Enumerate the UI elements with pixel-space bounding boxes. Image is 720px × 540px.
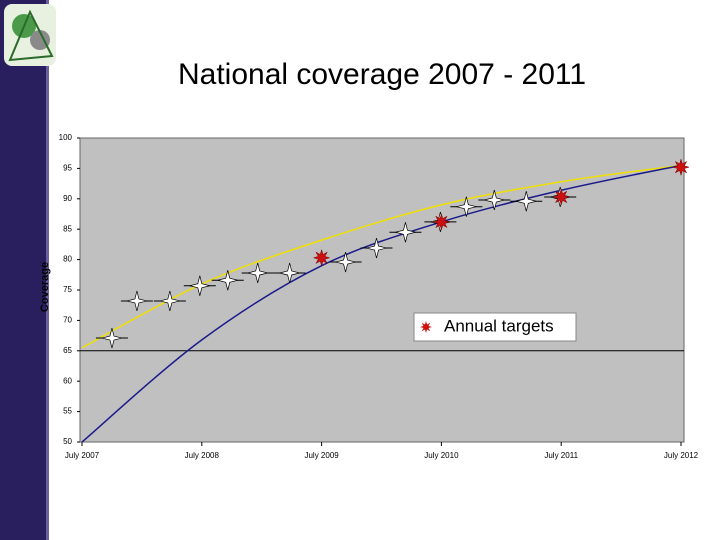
y-tick-label: 50	[63, 437, 72, 446]
star-marker	[126, 290, 147, 312]
star-marker	[101, 327, 123, 349]
y-tick-label: 80	[63, 255, 72, 264]
legend-box	[413, 312, 577, 342]
star-marker	[279, 262, 300, 284]
curve	[81, 164, 682, 349]
target-marker	[672, 158, 690, 177]
star-marker	[335, 251, 356, 273]
target-marker	[552, 188, 571, 206]
x-tick-label: July 2010	[424, 451, 459, 460]
star-marker	[395, 222, 416, 243]
star-marker	[516, 191, 537, 212]
x-tick-label: July 2008	[185, 451, 220, 460]
y-tick-label: 60	[63, 376, 72, 385]
target-marker	[312, 248, 331, 267]
star-marker	[484, 189, 505, 211]
y-tick-label: 65	[63, 346, 72, 355]
star-marker	[217, 270, 238, 291]
star-marker	[456, 196, 477, 217]
y-tick-label: 95	[63, 164, 72, 173]
chart-title: National coverage 2007 - 2011	[178, 58, 586, 91]
y-tick-label: 100	[59, 133, 73, 142]
y-tick-label: 55	[63, 407, 72, 416]
side-bar	[0, 0, 46, 540]
x-tick-label: July 2011	[544, 451, 578, 460]
y-tick-label: 75	[63, 285, 72, 294]
legend-label: Annual targets	[444, 316, 554, 335]
x-tick-label: July 2009	[304, 451, 339, 460]
side-bar-edge	[46, 0, 49, 540]
star-marker	[366, 237, 387, 259]
x-tick-label: July 2012	[664, 451, 699, 460]
star-marker	[189, 275, 210, 296]
star-marker	[247, 262, 268, 284]
plot-area	[79, 137, 685, 443]
y-tick-label: 90	[63, 194, 72, 203]
x-tick-label: July 2007	[65, 451, 100, 460]
y-tick-label: 85	[63, 224, 72, 233]
y-tick-label: 70	[63, 316, 72, 325]
target-marker	[432, 213, 451, 231]
legend-marker	[420, 321, 432, 333]
y-axis-label: Coverage	[39, 262, 51, 312]
star-marker	[159, 290, 180, 312]
logo	[4, 4, 56, 66]
